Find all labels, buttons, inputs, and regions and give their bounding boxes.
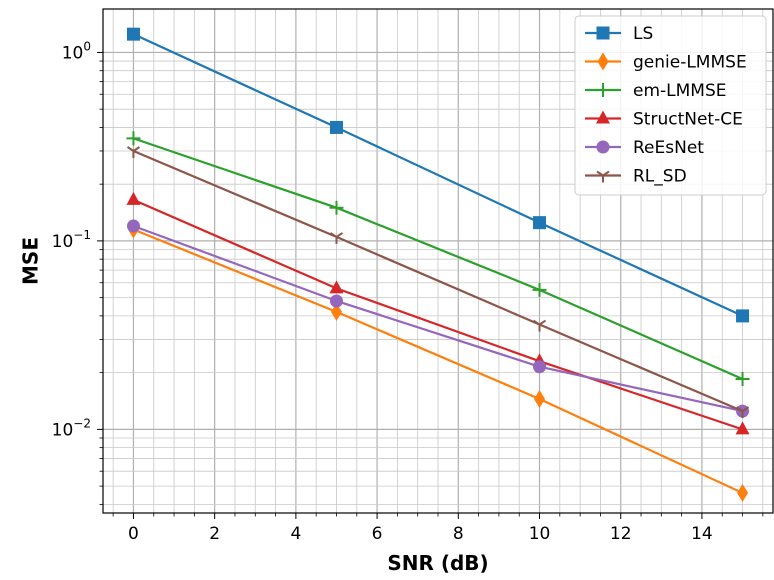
grid-layer (103, 9, 773, 513)
legend-marker (596, 140, 610, 154)
ticks-layer: 0 2 4 6 8 10 12 14 100 10−1 10−2 (52, 39, 764, 544)
x-axis-label: SNR (dB) (387, 551, 488, 575)
legend-marker (596, 170, 610, 183)
data-point (533, 216, 547, 230)
data-point (735, 406, 750, 419)
x-tick-label: 10 (529, 524, 551, 544)
legend-marker (596, 26, 610, 40)
x-tick-label: 6 (372, 524, 383, 544)
legend-label: LS (633, 24, 653, 44)
data-point (126, 131, 141, 146)
series-line (133, 137, 743, 381)
legend-label: genie-LMMSE (633, 53, 747, 73)
y-axis-label: MSE (19, 237, 43, 285)
data-point (532, 319, 547, 332)
legend-label: RL_SD (633, 167, 687, 187)
series-ls (126, 27, 750, 323)
legend-item: LS (585, 24, 653, 44)
series-rl-sd (126, 146, 750, 419)
legend-item: ReEsNet (585, 138, 704, 158)
legend-box (574, 15, 767, 196)
x-tick-label: 8 (453, 524, 464, 544)
data-point (329, 294, 343, 308)
series-em-lmmse (126, 131, 750, 387)
legend-label: StructNet-CE (633, 110, 743, 130)
legend-item: StructNet-CE (585, 110, 743, 130)
data-point (329, 200, 344, 215)
data-point (126, 146, 141, 158)
data-point (329, 120, 343, 134)
x-tick-label: 14 (691, 524, 713, 544)
y-tick-label: 10−1 (52, 228, 91, 252)
x-tick-label: 0 (128, 524, 139, 544)
legend-marker (597, 52, 609, 71)
data-point (126, 27, 140, 41)
x-tick-label: 2 (209, 524, 220, 544)
legend-item: genie-LMMSE (585, 52, 747, 73)
series-reesnet (126, 219, 750, 418)
legend-item: em-LMMSE (585, 81, 727, 101)
x-tick-label: 4 (290, 524, 301, 544)
legend-label: em-LMMSE (633, 81, 727, 101)
legend-item: RL_SD (585, 167, 687, 187)
series-layer (126, 27, 750, 502)
series-line (133, 228, 744, 494)
data-point (532, 282, 547, 297)
y-tick-label: 100 (62, 39, 91, 63)
series-line (132, 33, 744, 317)
legend-marker (596, 110, 610, 124)
data-point (329, 280, 344, 294)
series-line (133, 224, 743, 413)
data-point (735, 421, 750, 435)
data-point (534, 389, 546, 408)
data-point (736, 309, 750, 323)
series-line (133, 198, 743, 431)
data-point (737, 483, 749, 502)
legend-label: ReEsNet (633, 138, 704, 158)
legend: LS genie-LMMSE em-LMMSE StructNet-CE ReEsNet… (574, 15, 767, 196)
y-tick-label: 10−2 (52, 416, 91, 440)
data-point (533, 360, 547, 374)
data-point (126, 219, 140, 233)
data-point (126, 191, 141, 205)
data-point (330, 302, 342, 321)
data-point (329, 232, 344, 244)
x-tick-label: 12 (610, 524, 632, 544)
series-line (133, 149, 743, 413)
legend-marker (596, 83, 610, 97)
data-point (735, 372, 750, 387)
